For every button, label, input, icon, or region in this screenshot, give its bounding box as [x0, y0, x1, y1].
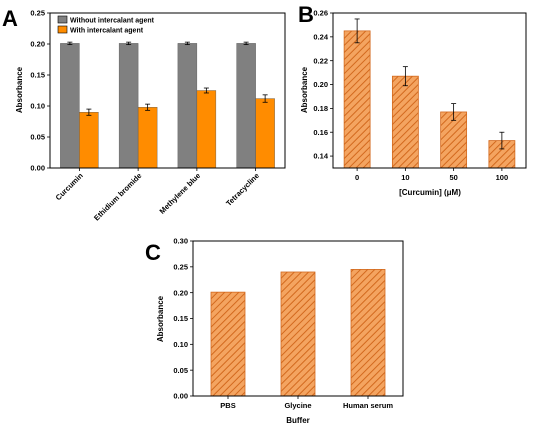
y-tick-label: 0.10 [173, 340, 188, 349]
x-tick-label: Human serum [343, 401, 393, 410]
panel-c: C 0.00 0.05 0.10 0.15 0.20 0.25 0.30 PBS Glycin… [145, 237, 404, 425]
plot-frame-b [332, 12, 527, 169]
legend-label-with: With intercalant agent [70, 28, 144, 35]
y-tick-label: 0.25 [30, 9, 45, 18]
bar-with-agent [79, 111, 99, 169]
bar [280, 271, 316, 397]
y-tick-label: 0.00 [30, 164, 45, 173]
panel-label-c: C [145, 240, 161, 265]
plot-frame-c [192, 240, 404, 397]
x-tick-label: PBS [220, 401, 235, 410]
y-tick-label: 0.24 [313, 32, 328, 41]
bar-without-agent [60, 43, 80, 169]
y-tick-label: 0.14 [313, 152, 328, 161]
y-axis-label-c: Absorbance [156, 295, 165, 342]
y-tick-label: 0.30 [173, 237, 188, 246]
bar-with-agent [137, 107, 158, 169]
bar-without-agent [118, 43, 139, 169]
y-tick-label: 0.05 [30, 133, 45, 142]
bar [343, 30, 371, 169]
y-tick-label: 0.20 [313, 80, 328, 89]
bar-without-agent [236, 43, 256, 169]
x-tick-label: Curcumin [54, 171, 85, 202]
x-axis-label-b: [Curcumin] (μM) [399, 188, 461, 197]
panel-b: B 0.140.160.180.200.220.240.26 0 10 50 100 … [298, 2, 527, 197]
panel-a: A 0.00 0.05 0.10 0.15 0.20 0.25 Curcumin Ethid… [2, 6, 286, 222]
y-tick-label: 0.10 [30, 102, 45, 111]
y-axis-label-b: Absorbance [300, 66, 309, 113]
y-tick-label: 0.00 [173, 392, 188, 401]
bar [210, 291, 246, 397]
y-tick-label: 0.26 [313, 9, 328, 18]
x-tick-label: Tetracycline [224, 171, 261, 208]
legend-swatch-grey [57, 15, 68, 24]
y-tick-label: 0.15 [30, 71, 45, 80]
y-tick-label: 0.18 [313, 104, 328, 113]
y-tick-label: 0.22 [313, 56, 328, 65]
y-tick-label: 0.25 [173, 262, 188, 271]
bar [391, 75, 419, 169]
y-tick-label: 0.05 [173, 366, 188, 375]
bar-with-agent [255, 98, 275, 169]
panel-label-b: B [298, 2, 314, 27]
bar-without-agent [177, 43, 198, 169]
x-tick-label: 50 [449, 173, 457, 182]
x-tick-label: Methylene blue [158, 171, 203, 216]
x-tick-label: Glycine [284, 401, 311, 410]
bar-with-agent [196, 90, 217, 169]
y-tick-label: 0.20 [30, 40, 45, 49]
y-tick-label: 0.16 [313, 128, 328, 137]
x-tick-label: Ethidium bromide [92, 171, 143, 222]
plot-frame-a [49, 12, 286, 169]
y-tick-label: 0.20 [173, 288, 188, 297]
legend-a: Without intercalant agent With intercala… [57, 15, 155, 35]
legend-swatch-orange [57, 25, 68, 34]
legend-label-without: Without intercalant agent [70, 18, 155, 25]
x-tick-label: 10 [401, 173, 409, 182]
x-tick-label: 100 [496, 173, 509, 182]
x-axis-label-c: Buffer [286, 416, 310, 425]
y-tick-label: 0.15 [173, 314, 188, 323]
y-axis-label-a: Absorbance [15, 66, 24, 113]
panel-label-a: A [2, 6, 18, 31]
bar [350, 269, 386, 397]
x-tick-label: 0 [355, 173, 359, 182]
